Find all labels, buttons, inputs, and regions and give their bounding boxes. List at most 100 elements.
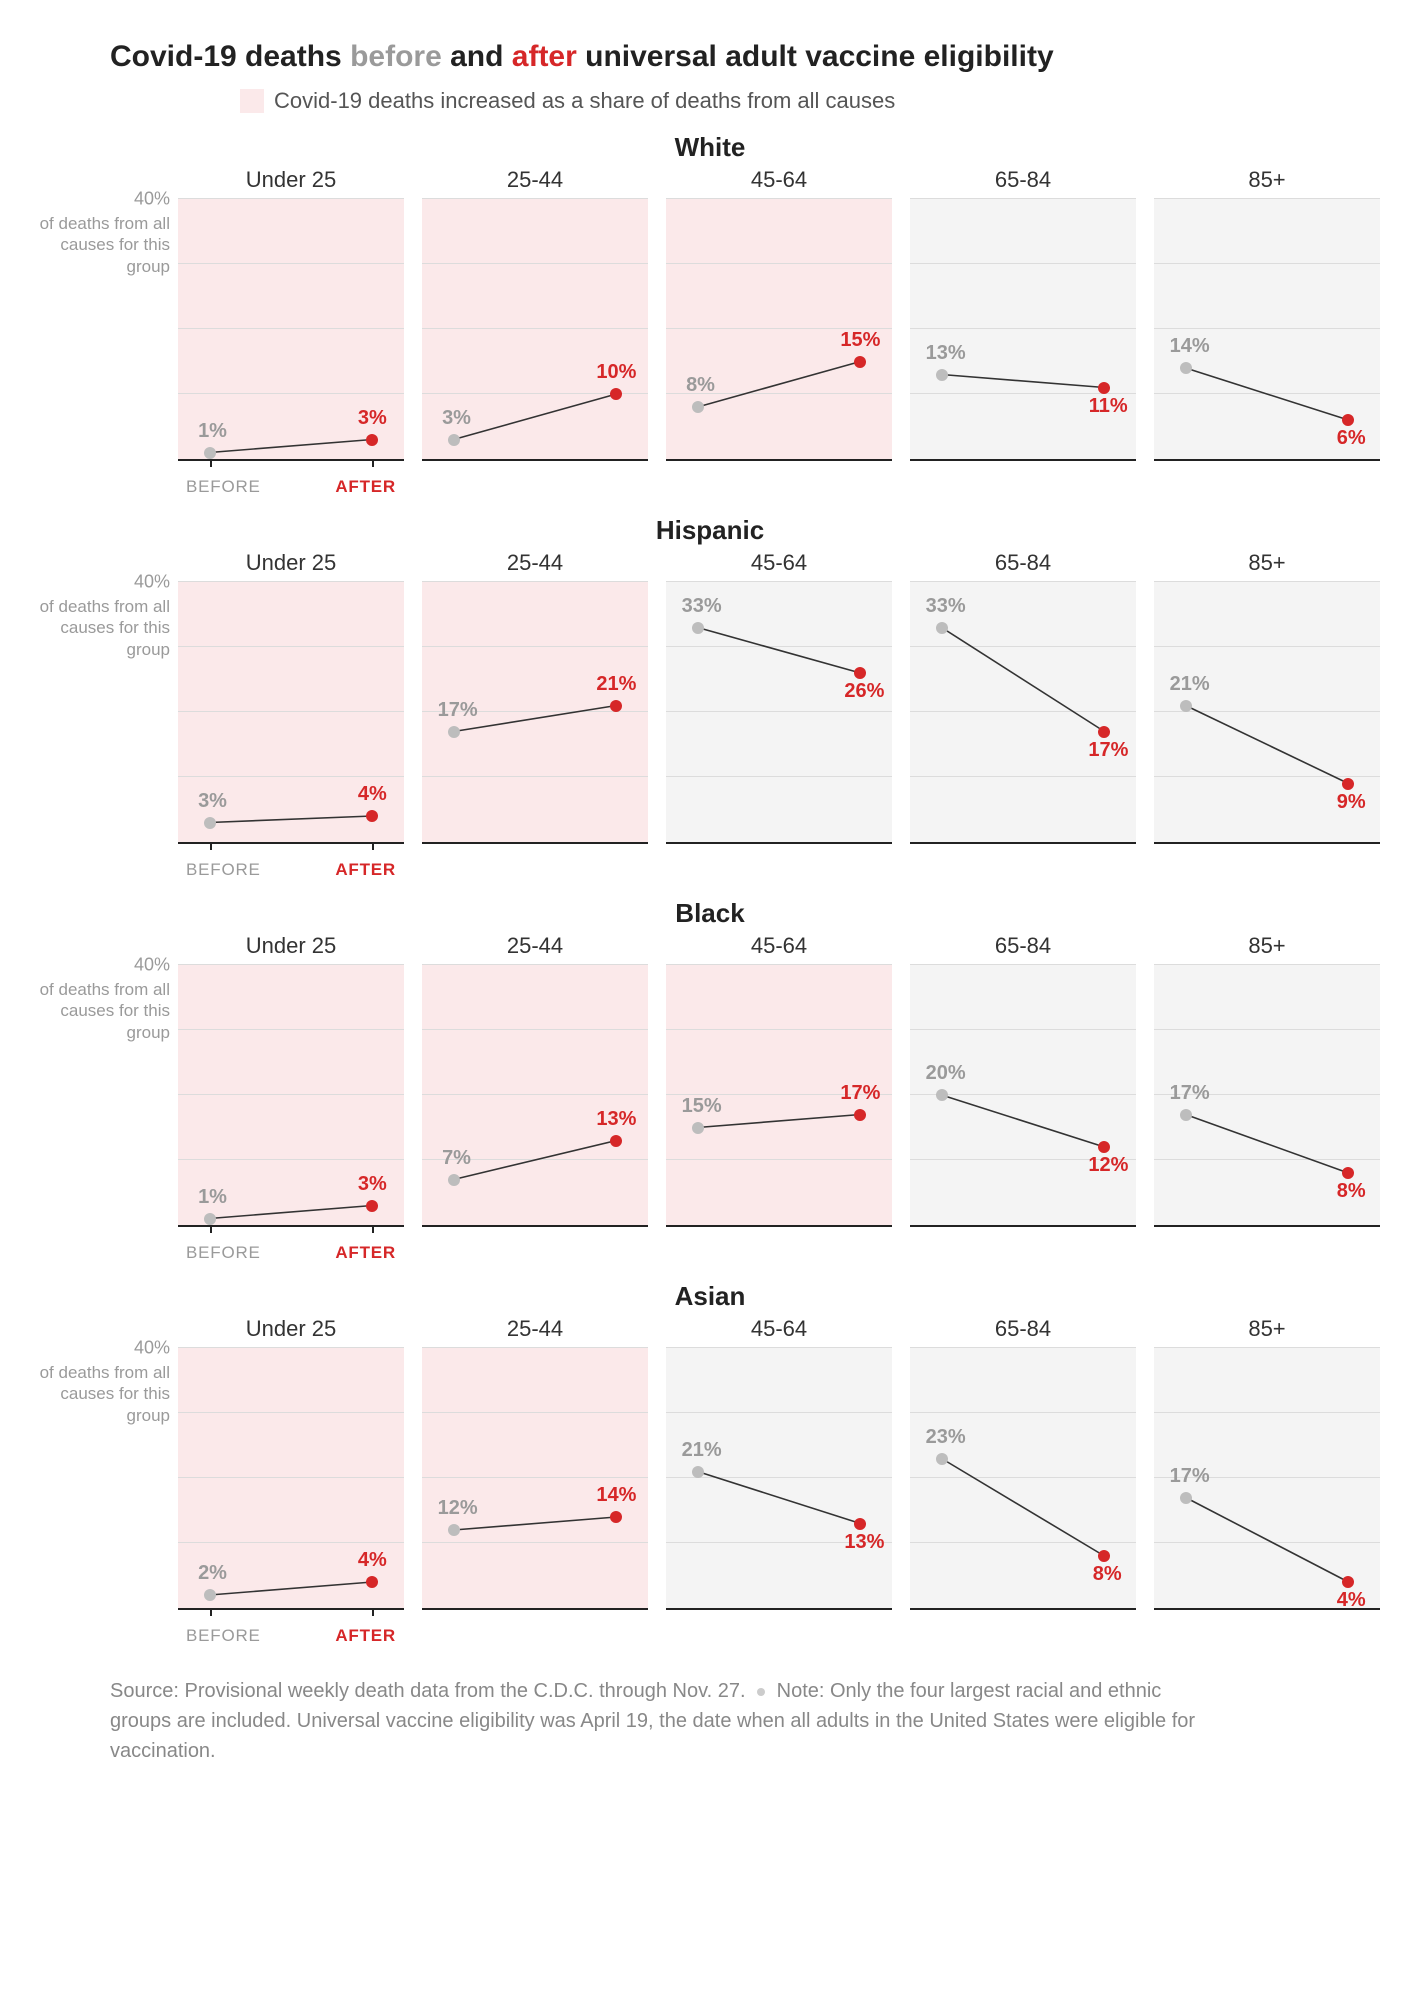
chart-title: Covid-19 deaths before and after univers… bbox=[40, 40, 1380, 74]
marker-after bbox=[366, 434, 378, 446]
y-axis-caption: of deaths from all causes for this group bbox=[30, 979, 178, 1043]
y-top-label: 40% bbox=[134, 955, 178, 976]
value-label-after: 4% bbox=[358, 1549, 387, 1572]
marker-before bbox=[448, 434, 460, 446]
value-label-before: 3% bbox=[442, 407, 471, 430]
value-label-after: 13% bbox=[596, 1108, 636, 1131]
panel: 45-6415%17% bbox=[666, 933, 892, 1227]
y-axis-caption: of deaths from all causes for this group bbox=[30, 213, 178, 277]
age-label: Under 25 bbox=[178, 167, 404, 193]
panel: 65-8413%11% bbox=[910, 167, 1136, 461]
x-label-before: BEFORE bbox=[186, 477, 261, 497]
marker-before bbox=[204, 1589, 216, 1601]
y-top-label: 40% bbox=[134, 189, 178, 210]
y-axis-caption: of deaths from all causes for this group bbox=[30, 596, 178, 660]
value-label-before: 23% bbox=[926, 1426, 966, 1449]
marker-before bbox=[936, 369, 948, 381]
value-label-after: 4% bbox=[358, 783, 387, 806]
age-label: 65-84 bbox=[910, 550, 1136, 576]
footnote-separator-dot bbox=[757, 1688, 765, 1696]
value-label-before: 12% bbox=[438, 1497, 478, 1520]
x-axis-ticks bbox=[178, 842, 404, 852]
x-label-before: BEFORE bbox=[186, 1626, 261, 1646]
x-label-after: AFTER bbox=[335, 1243, 396, 1263]
value-label-after: 3% bbox=[358, 407, 387, 430]
ethnicity-label: White bbox=[40, 132, 1380, 163]
marker-before bbox=[1180, 1492, 1192, 1504]
value-label-before: 21% bbox=[682, 1439, 722, 1462]
x-axis-labels: BEFOREAFTER bbox=[178, 469, 404, 497]
slope-panel: 13% 11% bbox=[910, 199, 1136, 461]
marker-before bbox=[936, 622, 948, 634]
marker-after bbox=[1342, 778, 1354, 790]
slope-line bbox=[666, 1348, 892, 1608]
chart-row: Under 2540%of deaths from all causes for… bbox=[40, 1316, 1380, 1646]
marker-before bbox=[448, 1524, 460, 1536]
value-label-before: 20% bbox=[926, 1062, 966, 1085]
slope-panel: 7%13% bbox=[422, 965, 648, 1227]
panel: 45-648%15% bbox=[666, 167, 892, 461]
chart-row: Under 2540%of deaths from all causes for… bbox=[40, 933, 1380, 1263]
panel: 85+ 14%6% bbox=[1154, 167, 1380, 461]
x-axis-labels: BEFOREAFTER bbox=[178, 1618, 404, 1646]
chart-row: Under 2540%of deaths from all causes for… bbox=[40, 550, 1380, 880]
chart-footnote: Source: Provisional weekly death data fr… bbox=[40, 1676, 1210, 1766]
marker-before bbox=[448, 1174, 460, 1186]
panel: 65-8423%8% bbox=[910, 1316, 1136, 1610]
marker-after bbox=[1098, 1141, 1110, 1153]
age-label: 65-84 bbox=[910, 1316, 1136, 1342]
value-label-after: 26% bbox=[844, 680, 884, 703]
panel: 85+21%9% bbox=[1154, 550, 1380, 844]
x-label-before: BEFORE bbox=[186, 860, 261, 880]
slope-line bbox=[422, 965, 648, 1225]
marker-before bbox=[448, 726, 460, 738]
value-label-after: 17% bbox=[840, 1082, 880, 1105]
age-label: 65-84 bbox=[910, 933, 1136, 959]
age-label: 25-44 bbox=[422, 933, 648, 959]
panel: Under 2540%of deaths from all causes for… bbox=[178, 550, 404, 880]
panel: 25-4412%14% bbox=[422, 1316, 648, 1610]
ethnicity-label: Hispanic bbox=[40, 515, 1380, 546]
small-multiples-grid: WhiteUnder 2540%of deaths from all cause… bbox=[40, 132, 1380, 1646]
age-label: 85+ bbox=[1154, 1316, 1380, 1342]
panel: 45-6421%13% bbox=[666, 1316, 892, 1610]
marker-before bbox=[1180, 1109, 1192, 1121]
slope-panel: 17%8% bbox=[1154, 965, 1380, 1227]
slope-panel: 14%6% bbox=[1154, 199, 1380, 461]
x-axis-labels: BEFOREAFTER bbox=[178, 1235, 404, 1263]
marker-after bbox=[610, 1135, 622, 1147]
age-label: 85+ bbox=[1154, 167, 1380, 193]
marker-after bbox=[854, 667, 866, 679]
value-label-after: 8% bbox=[1337, 1180, 1366, 1203]
value-label-after: 12% bbox=[1088, 1154, 1128, 1177]
panel: Under 2540%of deaths from all causes for… bbox=[178, 933, 404, 1263]
footnote-source: Source: Provisional weekly death data fr… bbox=[110, 1680, 746, 1702]
value-label-before: 2% bbox=[198, 1562, 227, 1585]
value-label-after: 11% bbox=[1089, 395, 1128, 418]
slope-panel: 3% 10% bbox=[422, 199, 648, 461]
marker-after bbox=[854, 1518, 866, 1530]
marker-after bbox=[854, 356, 866, 368]
age-label: 45-64 bbox=[666, 550, 892, 576]
slope-line bbox=[910, 199, 1136, 459]
marker-after bbox=[366, 1576, 378, 1588]
panel: Under 2540%of deaths from all causes for… bbox=[178, 167, 404, 497]
slope-panel: 8%15% bbox=[666, 199, 892, 461]
x-axis-ticks bbox=[178, 1608, 404, 1618]
value-label-after: 15% bbox=[840, 329, 880, 352]
age-label: 45-64 bbox=[666, 1316, 892, 1342]
slope-line bbox=[422, 1348, 648, 1608]
slope-panel: 20% 12% bbox=[910, 965, 1136, 1227]
slope-panel: 40%of deaths from all causes for this gr… bbox=[178, 1348, 404, 1610]
value-label-before: 17% bbox=[1170, 1465, 1210, 1488]
value-label-after: 10% bbox=[596, 361, 636, 384]
marker-after bbox=[1098, 1550, 1110, 1562]
value-label-after: 17% bbox=[1088, 739, 1128, 762]
marker-after bbox=[366, 810, 378, 822]
marker-before bbox=[1180, 362, 1192, 374]
slope-panel: 21%9% bbox=[1154, 582, 1380, 844]
slope-panel: 12%14% bbox=[422, 1348, 648, 1610]
value-label-before: 13% bbox=[926, 342, 966, 365]
slope-panel: 17%4% bbox=[1154, 1348, 1380, 1610]
slope-panel: 17%21% bbox=[422, 582, 648, 844]
